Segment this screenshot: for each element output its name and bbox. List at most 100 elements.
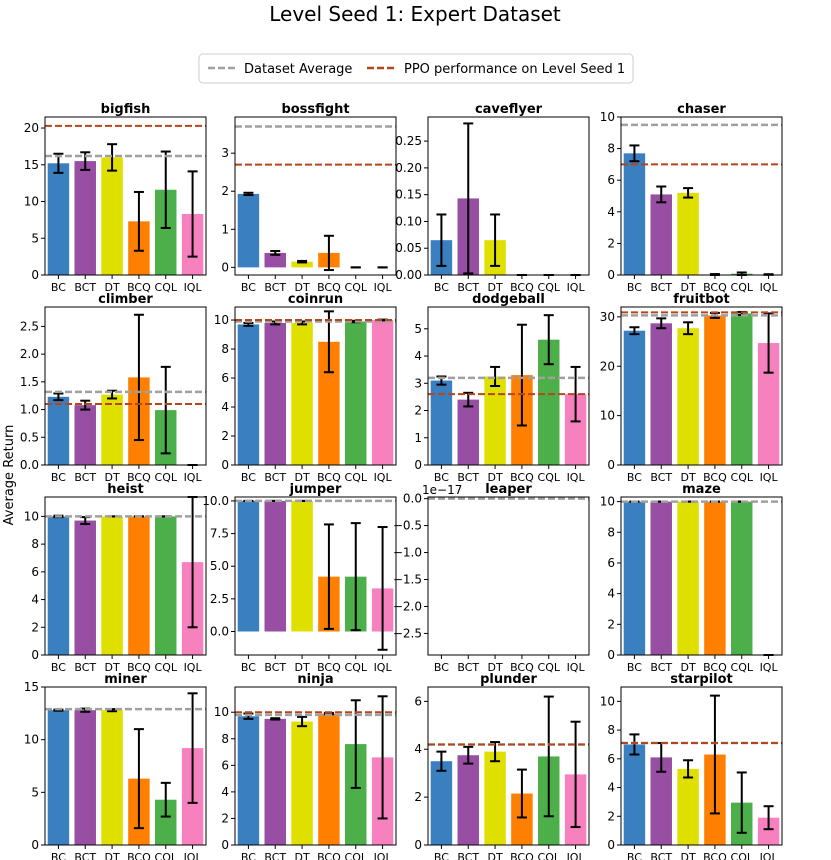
y-tick-label: 10.0: [202, 494, 229, 508]
bar-BCT: [650, 323, 672, 465]
figure-title: Level Seed 1: Expert Dataset: [269, 2, 561, 26]
y-tick-label: 4: [414, 349, 422, 363]
bar-DT: [677, 192, 699, 275]
bar-DT: [677, 501, 699, 655]
panel-frame: [44, 496, 207, 656]
y-tick-label: 30: [600, 310, 615, 324]
x-tick-label: BCQ: [127, 851, 151, 860]
panel-title: bigfish: [101, 102, 151, 117]
x-tick-label: BCT: [264, 851, 286, 860]
bar-BC: [623, 153, 646, 275]
legend-dataset-average-label: Dataset Average: [244, 62, 352, 77]
x-tick-label: DT: [294, 281, 309, 294]
x-tick-label: BCQ: [317, 661, 341, 674]
x-tick-label: DT: [680, 471, 695, 484]
panel-title: bossfight: [281, 102, 349, 117]
x-tick-label: CQL: [345, 471, 368, 484]
y-tick-label: 5: [31, 785, 39, 799]
x-tick-label: BCT: [457, 471, 479, 484]
x-tick-label: CQL: [155, 661, 178, 674]
x-tick-label: BCQ: [703, 281, 727, 294]
y-tick-label: 0: [221, 838, 229, 852]
bar-BC: [47, 710, 70, 845]
y-tick-label: 1: [221, 222, 229, 236]
y-tick-label: 20: [24, 121, 39, 135]
x-tick-label: BCQ: [317, 471, 341, 484]
x-tick-label: CQL: [155, 281, 178, 294]
y-tick-label: 2: [221, 184, 229, 198]
bar-BCT: [74, 520, 96, 655]
x-tick-label: BC: [434, 661, 449, 674]
y-tick-label: 2: [607, 617, 615, 631]
y-tick-label: 8: [221, 342, 229, 356]
bar-DT: [484, 376, 506, 465]
x-tick-label: BCQ: [703, 661, 727, 674]
y-tick-label: 0.20: [395, 161, 422, 175]
y-tick-label: 6: [607, 752, 615, 766]
bar-DT: [291, 261, 313, 268]
bar-BC: [47, 396, 70, 465]
bar-BC: [237, 193, 260, 268]
panel-chaser: chaser 0 2 4 6 8 10 BC BCT DT BCQ CQL IQL: [600, 102, 783, 294]
x-tick-label: DT: [294, 661, 309, 674]
x-tick-label: DT: [487, 281, 502, 294]
y-tick-label: 5.0: [210, 559, 229, 573]
panel-title: chaser: [677, 102, 726, 117]
bar-BCQ: [318, 341, 340, 465]
panel-frame: [620, 686, 783, 846]
x-tick-label: IQL: [374, 851, 393, 860]
panel-title: starpilot: [670, 672, 733, 687]
panel-title: ninja: [297, 672, 333, 687]
panel-climber: climber 0.0 0.5 1.0 1.5 2.0 2.5 BC BCT DT BCQ CQL IQ…: [20, 292, 207, 484]
x-tick-label: BCT: [650, 851, 672, 860]
y-tick-label: 3: [221, 146, 229, 160]
panel-title: climber: [98, 292, 153, 307]
y-axis-label: Average Return: [2, 425, 17, 526]
y-tick-label: 4: [607, 205, 615, 219]
y-tick-label: −0.5: [393, 519, 422, 533]
x-tick-label: BCT: [457, 661, 479, 674]
bar-BCT: [264, 252, 286, 268]
y-tick-label: 4: [221, 785, 229, 799]
panel-frame: [234, 116, 397, 276]
y-tick-label: 4: [607, 781, 615, 795]
panel-title: dodgeball: [472, 292, 545, 307]
bar-BC: [237, 500, 260, 632]
y-tick-label: 4: [607, 587, 615, 601]
y-tick-label: 1.0: [20, 403, 39, 417]
panel-bigfish: bigfish 0 5 10 15 20 BC BCT DT BCQ CQL IQL: [24, 102, 207, 294]
x-tick-label: IQL: [760, 281, 779, 294]
panel-frame: [44, 686, 207, 846]
panel-fruitbot: fruitbot 0 10 20 30 BC BCT DT BCQ CQL IQL: [600, 292, 783, 484]
y-tick-label: −2.0: [393, 599, 422, 613]
x-tick-label: CQL: [731, 661, 754, 674]
x-tick-label: BC: [51, 471, 66, 484]
x-tick-label: IQL: [184, 851, 203, 860]
x-tick-label: CQL: [731, 471, 754, 484]
y-tick-label: 20: [600, 359, 615, 373]
y-tick-label: 5: [414, 322, 422, 336]
bar-CQL: [345, 744, 367, 845]
panel-miner: miner 0 5 10 15 BC BCT DT BCQ CQL IQL: [24, 672, 207, 860]
y-tick-label: 0.25: [395, 134, 422, 148]
panel-frame: [427, 496, 590, 656]
x-tick-label: BC: [241, 661, 256, 674]
x-tick-label: IQL: [760, 471, 779, 484]
x-tick-label: DT: [104, 661, 119, 674]
bar-BCT: [264, 718, 286, 845]
y-tick-label: 10: [24, 733, 39, 747]
x-tick-label: CQL: [155, 851, 178, 860]
x-tick-label: BC: [434, 471, 449, 484]
panel-title: fruitbot: [673, 292, 729, 307]
bar-DT: [101, 710, 123, 845]
x-tick-label: BCT: [264, 281, 286, 294]
x-tick-label: DT: [104, 851, 119, 860]
y-tick-label: 0: [607, 458, 615, 472]
y-tick-label: 4: [221, 400, 229, 414]
panel-title: caveflyer: [475, 102, 543, 117]
bar-DT: [291, 322, 313, 465]
x-tick-label: BCT: [650, 471, 672, 484]
legend-ppo-label: PPO performance on Level Seed 1: [404, 62, 625, 77]
y-tick-label: 10: [214, 313, 229, 327]
y-tick-label: 0: [221, 260, 229, 274]
